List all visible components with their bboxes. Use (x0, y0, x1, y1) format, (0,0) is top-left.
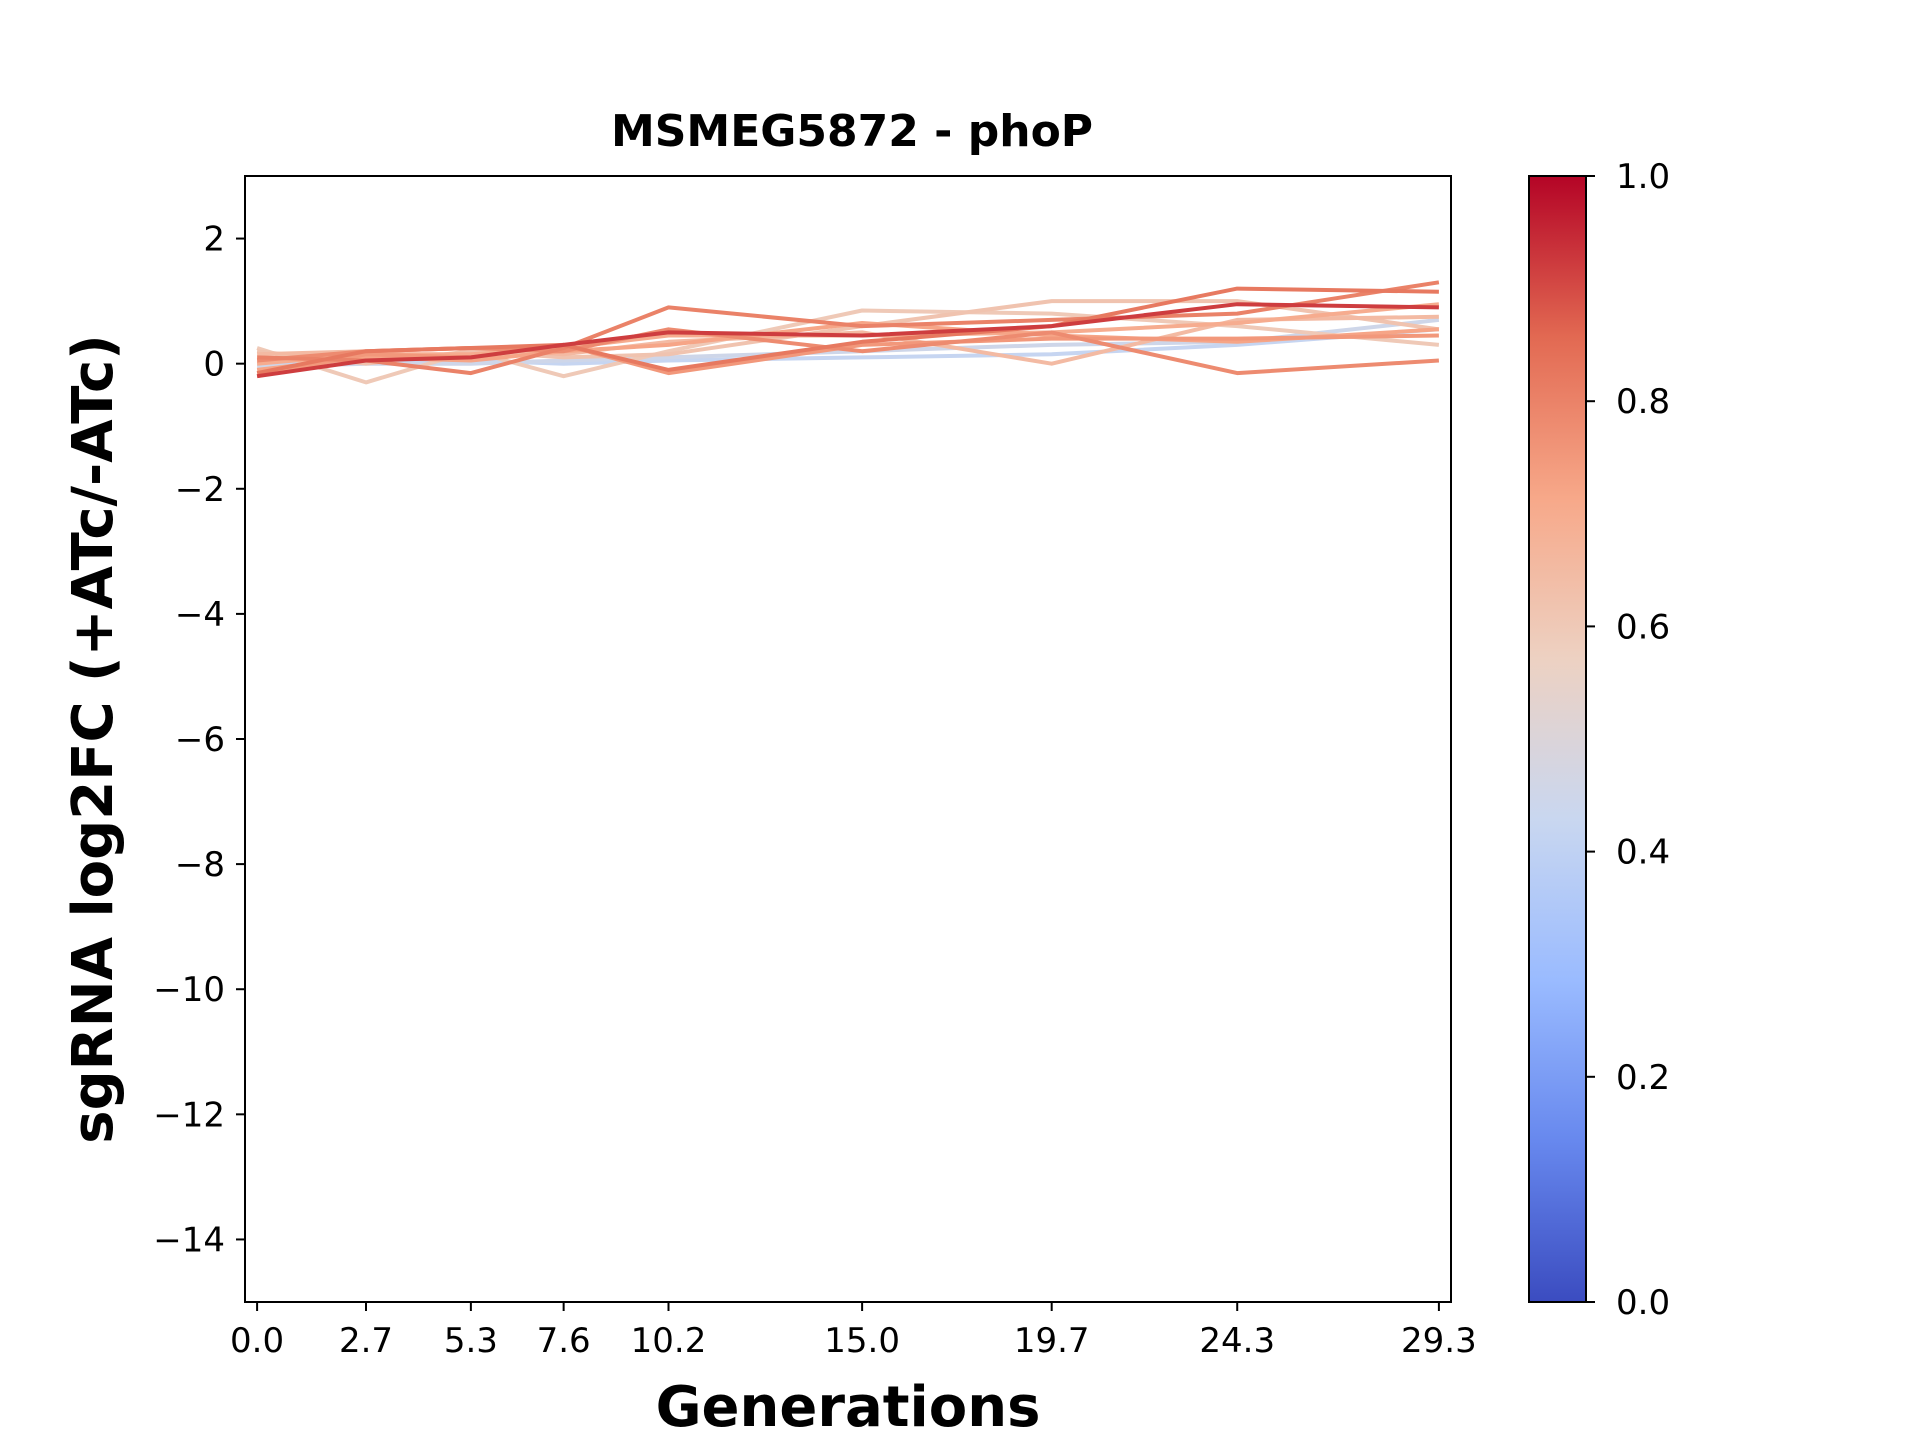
series-group (256, 280, 1440, 385)
colorbar: 0.0 0.2 0.4 0.6 0.8 1.0 (1528, 157, 1670, 1323)
y-tick-label: −10 (153, 970, 225, 1010)
x-axis-label: Generations (656, 1375, 1041, 1440)
y-axis: 2 0 −2 −4 −6 −8 −10 −12 −14 (153, 220, 245, 1260)
colorbar-tick-label: 0.0 (1616, 1283, 1670, 1323)
series-line-11 (256, 286, 1439, 376)
x-tick-label: 0.0 (230, 1321, 284, 1361)
y-tick-label: −14 (153, 1220, 225, 1260)
x-axis: 0.0 2.7 5.3 7.6 10.2 15.0 19.7 24.3 29.3 (230, 1302, 1477, 1361)
x-tick-label: 2.7 (339, 1321, 393, 1361)
y-axis-label: sgRNA log2FC (+ATc/-ATc) (61, 334, 126, 1144)
colorbar-tick-label: 0.4 (1616, 833, 1670, 873)
y-tick-label: 0 (203, 345, 225, 385)
y-tick-label: −4 (175, 595, 225, 635)
y-tick-label: −6 (175, 720, 225, 760)
y-tick-label: 2 (203, 220, 225, 260)
colorbar-ticks: 0.0 0.2 0.4 0.6 0.8 1.0 (1586, 157, 1670, 1323)
series-line-8 (256, 333, 1439, 379)
y-tick-label: −8 (175, 845, 225, 885)
x-tick-label: 7.6 (537, 1321, 591, 1361)
colorbar-tick-label: 0.2 (1616, 1058, 1670, 1098)
x-tick-label: 19.7 (1014, 1321, 1090, 1361)
colorbar-border (1528, 175, 1587, 1303)
plot-area (244, 175, 1452, 1303)
series-line-12 (256, 302, 1439, 379)
x-tick-label: 15.0 (824, 1321, 900, 1361)
colorbar-tick-label: 0.8 (1616, 382, 1670, 422)
x-tick-label: 24.3 (1199, 1321, 1275, 1361)
y-tick-label: −2 (175, 470, 225, 510)
x-tick-label: 5.3 (444, 1321, 498, 1361)
colorbar-tick-label: 1.0 (1616, 157, 1670, 197)
chart-title: MSMEG5872 - phoP (611, 106, 1093, 157)
series-line-10 (257, 280, 1440, 376)
x-tick-label: 10.2 (631, 1321, 707, 1361)
x-tick-label: 29.3 (1401, 1321, 1477, 1361)
y-tick-label: −12 (153, 1095, 225, 1135)
colorbar-gradient (1529, 176, 1586, 1302)
colorbar-tick-label: 0.6 (1616, 607, 1670, 647)
series-line-3 (256, 308, 1440, 385)
